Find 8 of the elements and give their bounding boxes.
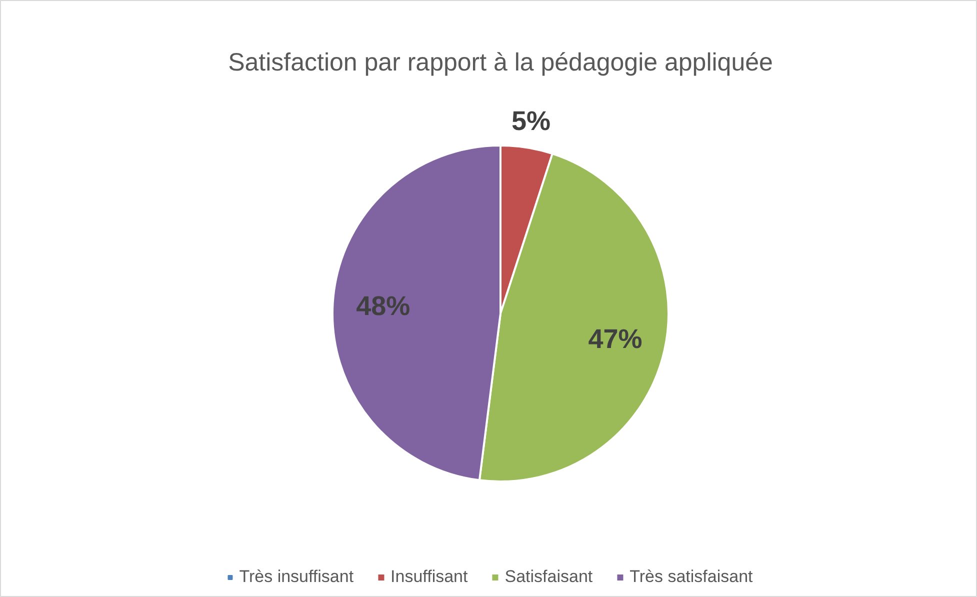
data-label: 47%	[588, 324, 642, 354]
legend-label: Insuffisant	[390, 567, 468, 587]
legend-label: Très insuffisant	[239, 567, 354, 587]
legend-label: Satisfaisant	[504, 567, 593, 587]
data-label: 5%	[511, 106, 551, 136]
data-label: 48%	[356, 291, 410, 322]
chart-title: Satisfaction par rapport à la pédagogie appliquée	[228, 48, 773, 76]
legend-label: Très satisfaisant	[630, 567, 753, 587]
